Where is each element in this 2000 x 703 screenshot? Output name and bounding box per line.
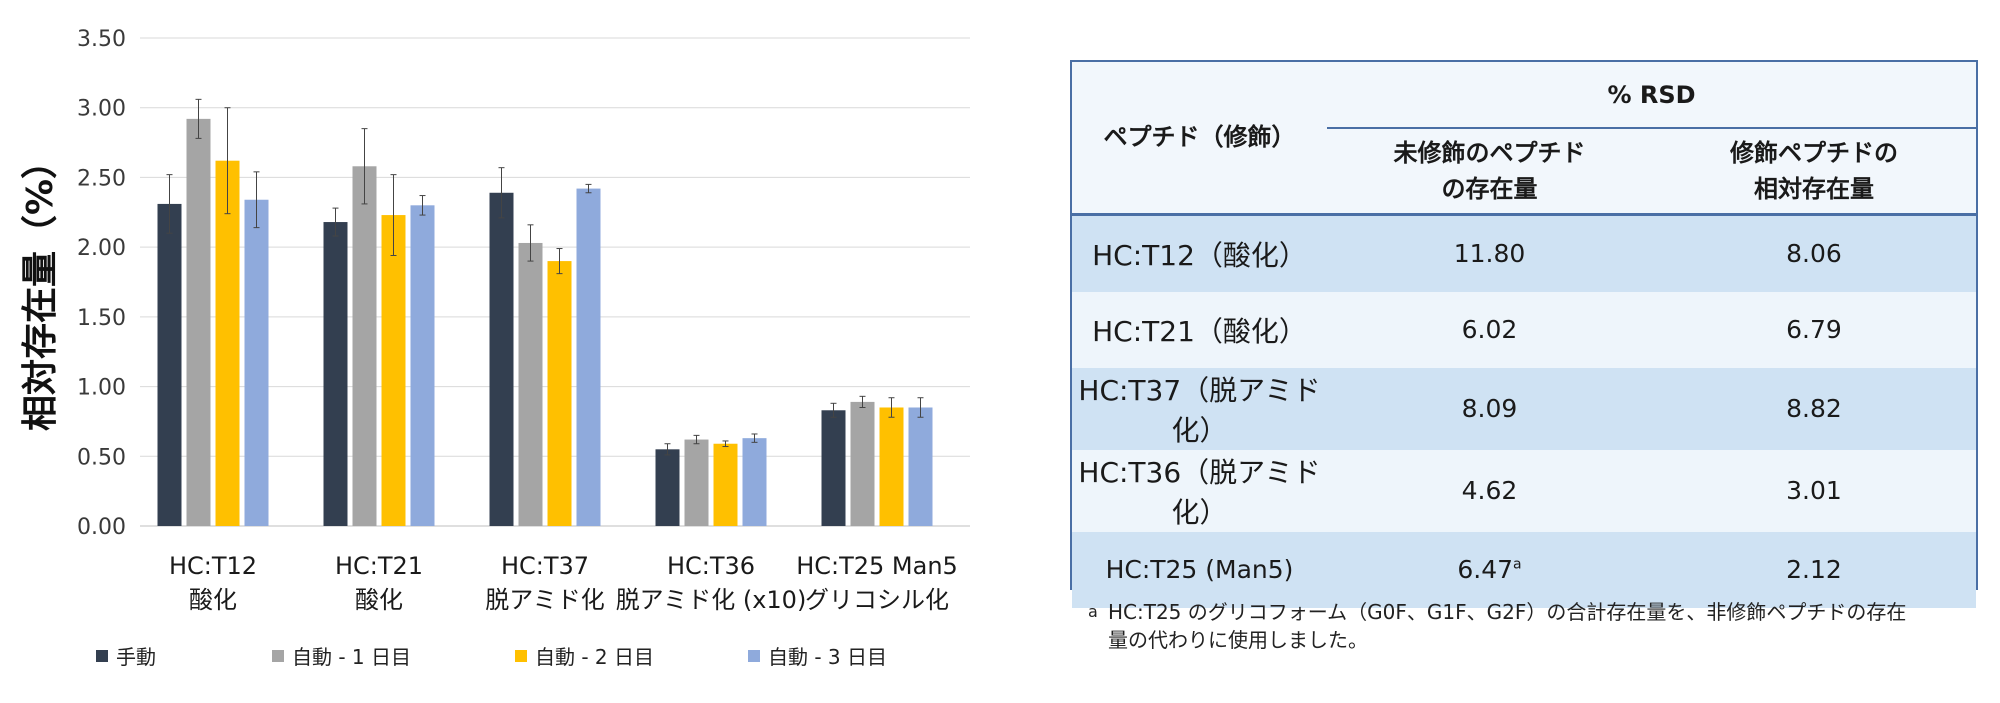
bar bbox=[821, 410, 846, 526]
legend-label: 自動 - 3 日目 bbox=[768, 645, 888, 669]
x-tick-label: グリコシル化 bbox=[805, 586, 949, 614]
x-tick-label: 脱アミド化 bbox=[485, 586, 605, 614]
cell-modified: 8.06 bbox=[1652, 214, 1976, 292]
cell-modified: 6.79 bbox=[1652, 291, 1976, 368]
cell-modified: 8.82 bbox=[1652, 367, 1976, 450]
header-unmodified: 未修飾のペプチド の存在量 bbox=[1327, 128, 1652, 216]
y-tick-label: 0.50 bbox=[77, 445, 126, 470]
bar bbox=[381, 215, 406, 526]
x-tick-label: HC:T25 Man5 bbox=[796, 552, 958, 580]
table-row: HC:T21（酸化） 6.02 6.79 bbox=[1072, 291, 1976, 368]
header-unmodified-line1: 未修飾のペプチド bbox=[1393, 138, 1586, 167]
legend-label: 自動 - 2 日目 bbox=[535, 645, 655, 669]
header-peptide: ペプチド（修飾） bbox=[1072, 62, 1327, 216]
cell-modified: 2.12 bbox=[1652, 531, 1976, 608]
bar bbox=[352, 166, 377, 526]
bar-chart: 3.50 3.00 2.50 2.00 1.50 1.00 0.50 0.00 相対存在量（%）… bbox=[20, 27, 970, 614]
legend-swatch bbox=[272, 649, 284, 662]
cell-unmodified: 4.62 bbox=[1327, 449, 1652, 532]
bar bbox=[713, 443, 738, 526]
y-tick-label: 3.00 bbox=[77, 97, 126, 122]
y-tick-label: 0.00 bbox=[77, 515, 126, 540]
bar bbox=[244, 199, 269, 527]
footnote-marker: a bbox=[1513, 556, 1522, 573]
header-modified-line2: 相対存在量 bbox=[1754, 174, 1874, 203]
table-row: HC:T25 (Man5) 6.47a 2.12 bbox=[1072, 531, 1976, 608]
header-rsd: % RSD bbox=[1327, 62, 1976, 128]
cell-peptide: HC:T36（脱アミド化） bbox=[1072, 449, 1327, 532]
bar bbox=[323, 222, 348, 526]
header-modified-line1: 修飾ペプチドの bbox=[1730, 138, 1898, 167]
rsd-table-grid: ペプチド（修飾） % RSD 未修飾のペプチド の存在量 修飾ペプチドの 相対存… bbox=[1072, 62, 1976, 608]
legend-item-auto-day3: 自動 - 3 日目 bbox=[748, 641, 887, 670]
bar bbox=[215, 160, 240, 526]
x-tick-label: HC:T21 bbox=[335, 552, 423, 580]
bar bbox=[186, 118, 211, 527]
header-unmodified-line2: の存在量 bbox=[1441, 174, 1538, 203]
footnote-line2: 量の代わりに使用しました。 bbox=[1108, 628, 1368, 652]
table-header-row: ペプチド（修飾） % RSD bbox=[1072, 62, 1976, 216]
legend-swatch bbox=[515, 649, 527, 662]
y-axis-title: 相対存在量（%） bbox=[20, 143, 61, 431]
cell-peptide: HC:T12（酸化） bbox=[1072, 214, 1327, 292]
footnote: a HC:T25 のグリコフォーム（G0F、G1F、G2F）の合計存在量を、非修… bbox=[1088, 598, 1988, 654]
bar bbox=[879, 407, 904, 526]
y-tick-label: 1.50 bbox=[77, 306, 126, 331]
bar bbox=[410, 205, 435, 527]
bar bbox=[742, 438, 767, 526]
bar bbox=[547, 261, 572, 526]
rsd-table: ペプチド（修飾） % RSD 未修飾のペプチド の存在量 修飾ペプチドの 相対存… bbox=[1070, 60, 1978, 608]
legend-label: 自動 - 1 日目 bbox=[292, 645, 412, 669]
header-modified: 修飾ペプチドの 相対存在量 bbox=[1652, 128, 1976, 216]
x-tick-label: 酸化 bbox=[189, 586, 237, 614]
cell-unmodified: 8.09 bbox=[1327, 367, 1652, 450]
chart-legend: 手動 自動 - 1 日目 自動 - 2 日目 自動 - 3 日目 bbox=[96, 641, 996, 671]
x-tick-label: 酸化 bbox=[355, 586, 403, 614]
bar bbox=[576, 188, 601, 526]
table-row: HC:T36（脱アミド化） 4.62 3.01 bbox=[1072, 449, 1976, 532]
y-tick-label: 3.50 bbox=[77, 27, 126, 52]
table-row: HC:T37（脱アミド化） 8.09 8.82 bbox=[1072, 367, 1976, 450]
legend-label: 手動 bbox=[116, 645, 156, 669]
bar bbox=[157, 203, 182, 527]
y-tick-label: 2.00 bbox=[77, 236, 126, 261]
legend-swatch bbox=[96, 649, 108, 662]
legend-item-auto-day2: 自動 - 2 日目 bbox=[515, 641, 654, 670]
cell-unmodified-value: 6.47 bbox=[1457, 555, 1514, 584]
cell-unmodified: 6.02 bbox=[1327, 291, 1652, 368]
x-tick-label: HC:T36 bbox=[667, 552, 755, 580]
x-tick-label: HC:T37 bbox=[501, 552, 589, 580]
cell-peptide: HC:T25 (Man5) bbox=[1072, 531, 1327, 608]
cell-unmodified: 11.80 bbox=[1327, 214, 1652, 292]
legend-item-auto-day1: 自動 - 1 日目 bbox=[272, 641, 411, 670]
bar bbox=[850, 401, 875, 526]
legend-swatch bbox=[748, 649, 760, 662]
cell-peptide: HC:T21（酸化） bbox=[1072, 291, 1327, 368]
table-row: HC:T12（酸化） 11.80 8.06 bbox=[1072, 214, 1976, 292]
bar bbox=[489, 192, 514, 526]
x-tick-label: HC:T12 bbox=[169, 552, 257, 580]
bar bbox=[908, 407, 933, 526]
y-tick-label: 1.00 bbox=[77, 376, 126, 401]
footnote-line1: HC:T25 のグリコフォーム（G0F、G1F、G2F）の合計存在量を、非修飾ペ… bbox=[1108, 600, 1907, 624]
bar bbox=[655, 449, 680, 526]
table-subheader-row: 未修飾のペプチド の存在量 修飾ペプチドの 相対存在量 bbox=[1072, 128, 1976, 216]
x-tick-label: 脱アミド化 (x10) bbox=[616, 586, 807, 614]
cell-modified: 3.01 bbox=[1652, 449, 1976, 532]
bar bbox=[684, 439, 709, 526]
cell-peptide: HC:T37（脱アミド化） bbox=[1072, 367, 1327, 450]
legend-item-manual: 手動 bbox=[96, 641, 156, 670]
y-tick-label: 2.50 bbox=[77, 166, 126, 191]
footnote-mark: a bbox=[1088, 602, 1098, 621]
cell-unmodified: 6.47a bbox=[1327, 531, 1652, 608]
bar bbox=[518, 242, 543, 526]
